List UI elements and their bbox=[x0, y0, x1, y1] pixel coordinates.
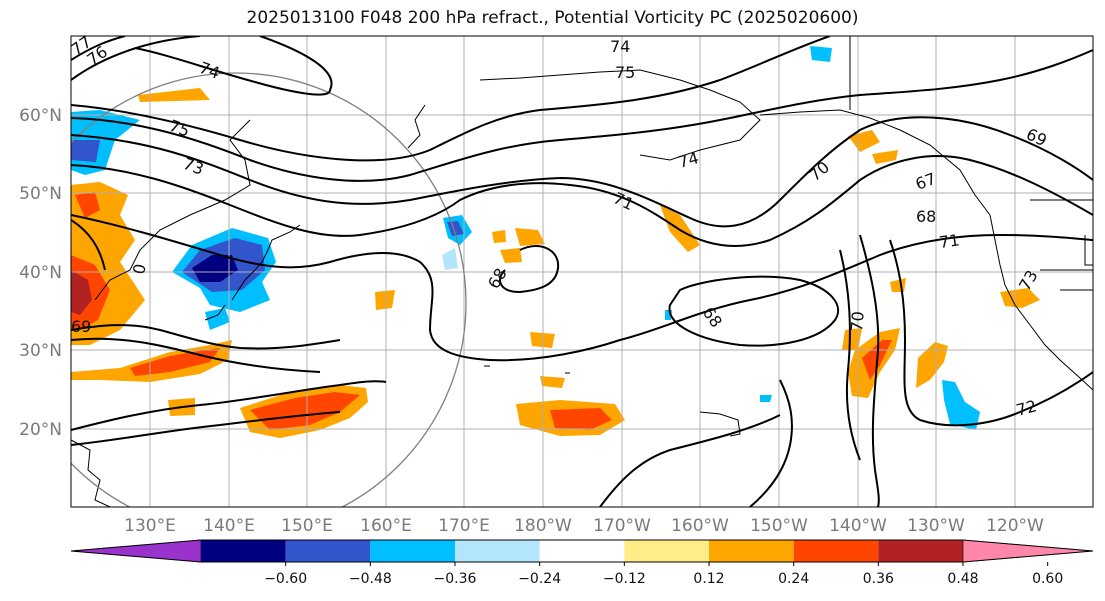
colorbar-tick-label: 0.36 bbox=[863, 571, 894, 587]
refractivity-contours bbox=[71, 36, 1093, 507]
lon-tick-label: 150°E bbox=[281, 516, 333, 536]
colorbar-tick-label: 0.48 bbox=[947, 571, 978, 587]
colorbar-tick-label: −0.36 bbox=[434, 571, 477, 587]
chart-title: 2025013100 F048 200 hPa refract., Potent… bbox=[246, 8, 859, 28]
colorbar-tick-label: 0.24 bbox=[778, 571, 809, 587]
lat-tick-label: 20°N bbox=[19, 420, 62, 440]
contour-label: 70 bbox=[847, 310, 868, 332]
contour-label: 75 bbox=[615, 63, 635, 82]
coastlines bbox=[71, 36, 1093, 507]
pv-negative-region bbox=[942, 380, 980, 430]
lon-tick-label: 150°W bbox=[750, 516, 808, 536]
colorbar: −0.60 −0.48 −0.36 −0.24 −0.12 0.12 0.24 0.36 0.4… bbox=[70, 539, 1094, 587]
lon-tick-label: 170°W bbox=[593, 516, 651, 536]
pv-positive-region bbox=[550, 408, 612, 430]
lon-tick-label: 130°E bbox=[124, 516, 176, 536]
pv-positive-region bbox=[500, 248, 522, 263]
lon-tick-label: 180°W bbox=[514, 516, 572, 536]
pv-negative-region bbox=[442, 248, 458, 270]
pv-positive-region bbox=[71, 270, 92, 315]
pv-positive-region bbox=[660, 205, 700, 252]
pv-positive-region bbox=[75, 192, 100, 218]
lat-tick-label: 60°N bbox=[19, 106, 62, 126]
colorbar-bin bbox=[793, 540, 879, 562]
contour-label: 68 bbox=[916, 207, 936, 226]
colorbar-tick-label: 0.12 bbox=[693, 571, 724, 587]
lon-axis: 130°E 140°E 150°E 160°E 170°E 180°W 170°… bbox=[124, 516, 1044, 536]
contour-label: 74 bbox=[676, 148, 701, 172]
colorbar-outline bbox=[70, 539, 1094, 563]
pv-negative-region bbox=[760, 395, 772, 402]
pv-positive-region bbox=[916, 342, 948, 388]
lat-tick-label: 30°N bbox=[19, 341, 62, 361]
lon-tick-label: 170°E bbox=[438, 516, 490, 536]
contour-label: 74 bbox=[610, 37, 630, 56]
pv-positive-region bbox=[540, 376, 565, 388]
pv-positive-region bbox=[842, 328, 862, 350]
lon-tick-label: 140°W bbox=[829, 516, 887, 536]
pv-positive-region bbox=[515, 228, 545, 246]
lon-tick-label: 160°W bbox=[671, 516, 729, 536]
colorbar-bin bbox=[539, 540, 625, 562]
pv-positive-region bbox=[872, 150, 898, 164]
colorbar-bin bbox=[285, 540, 371, 562]
colorbar-bin bbox=[370, 540, 455, 562]
pv-positive-region bbox=[138, 88, 210, 102]
colorbar-bin bbox=[455, 540, 540, 562]
colorbar-bin bbox=[878, 540, 963, 562]
pv-negative-region bbox=[192, 255, 238, 282]
lat-tick-label: 50°N bbox=[19, 184, 62, 204]
contour-label: 72 bbox=[1014, 396, 1039, 420]
lon-tick-label: 160°E bbox=[360, 516, 412, 536]
colorbar-bin bbox=[201, 540, 286, 562]
contour-label: 71 bbox=[938, 230, 961, 252]
lat-axis: 60°N 50°N 40°N 30°N 20°N bbox=[19, 106, 62, 440]
colorbar-extend-min bbox=[70, 539, 202, 563]
graticule bbox=[71, 36, 1093, 507]
pv-negative-region bbox=[205, 308, 230, 330]
contour-label: 0 bbox=[129, 262, 149, 275]
pv-positive-region bbox=[492, 230, 506, 243]
pv-positive-region bbox=[1000, 288, 1040, 308]
colorbar-tick-label: −0.48 bbox=[349, 571, 392, 587]
pv-negative-region bbox=[447, 221, 464, 236]
map-frame bbox=[70, 35, 1094, 508]
contour-label: 69 bbox=[71, 317, 91, 336]
colorbar-tick-label: −0.12 bbox=[603, 571, 646, 587]
lon-tick-label: 130°W bbox=[907, 516, 965, 536]
lon-tick-label: 120°W bbox=[986, 516, 1044, 536]
colorbar-extend-max bbox=[962, 539, 1094, 563]
colorbar-tick-label: −0.24 bbox=[518, 571, 561, 587]
pv-negative-region bbox=[71, 140, 100, 162]
colorbar-bin bbox=[709, 540, 794, 562]
colorbar-bin bbox=[624, 540, 709, 562]
pv-positive-region bbox=[375, 290, 395, 310]
range-ring bbox=[71, 72, 467, 507]
colorbar-tick-label: −0.60 bbox=[264, 571, 307, 587]
lat-tick-label: 40°N bbox=[19, 263, 62, 283]
lon-tick-label: 140°E bbox=[203, 516, 255, 536]
pv-positive-region bbox=[250, 392, 360, 430]
pv-positive-region bbox=[848, 130, 880, 152]
pv-negative-region bbox=[810, 46, 832, 62]
colorbar-tick-label: 0.60 bbox=[1032, 571, 1063, 587]
